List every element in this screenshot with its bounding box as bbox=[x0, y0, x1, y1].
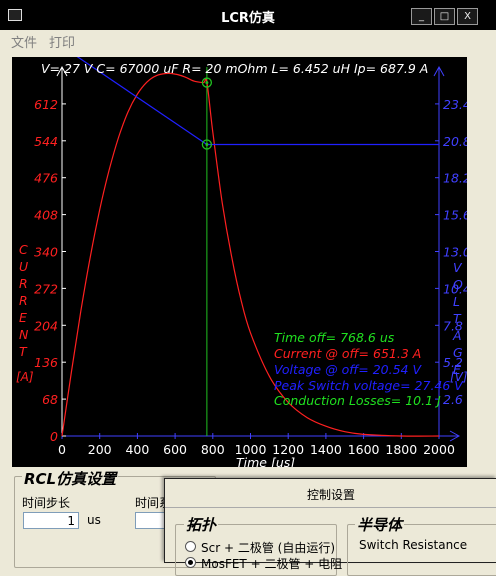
voltage-off-marker bbox=[201, 139, 213, 150]
menu-print[interactable]: 打印 bbox=[49, 36, 76, 51]
dialog-title-bar[interactable]: 控制设置 bbox=[165, 479, 496, 508]
topology-radio-scr[interactable] bbox=[185, 541, 196, 552]
menu-bar: 文件 打印 bbox=[0, 30, 496, 52]
left-tick-label: 340 bbox=[34, 245, 58, 260]
x-tick-label: 1400 bbox=[310, 442, 342, 457]
x-tick-label: 600 bbox=[163, 442, 187, 457]
x-tick-label: 0 bbox=[58, 442, 66, 457]
plot-header: V= 27 V C= 67000 uF R= 20 mOhm L= 6.452 … bbox=[41, 61, 428, 76]
left-tick-label: 136 bbox=[34, 355, 58, 370]
window-title: LCR仿真 bbox=[221, 11, 275, 26]
x-tick-label: 2000 bbox=[423, 442, 455, 457]
time-step-unit: us bbox=[87, 513, 101, 527]
current-axis-letter: C bbox=[19, 242, 28, 257]
plot-tick-labels: 0 200 400 600 800 1000 1200 1400 1600 1800 2000 0 68… bbox=[34, 97, 467, 457]
rcl-settings-title: RCL仿真设置 bbox=[22, 468, 119, 489]
right-tick-label: 15.6 bbox=[443, 208, 467, 223]
topology-option-mosfet[interactable]: MosFET + 二极管 + 电阻 bbox=[201, 557, 343, 571]
right-tick-label: 20.8 bbox=[443, 134, 467, 149]
left-tick-label: 476 bbox=[34, 171, 58, 186]
x-tick-label: 400 bbox=[125, 442, 149, 457]
left-tick-label: 0 bbox=[50, 429, 58, 444]
time-step-label: 时间步长 bbox=[22, 496, 71, 510]
annotation-peak-switch: Peak Switch voltage= 27.46 V bbox=[274, 378, 464, 393]
simulation-plot: 0 200 400 600 800 1000 1200 1400 1600 1800 2000 0 68… bbox=[12, 57, 467, 467]
minimize-button[interactable]: _ bbox=[411, 8, 432, 25]
switch-resistance-label: Switch Resistance bbox=[359, 538, 468, 552]
current-off-marker bbox=[201, 77, 213, 88]
voltage-unit-label: [V] bbox=[450, 370, 467, 384]
x-tick-label: 1600 bbox=[348, 442, 380, 457]
dialog-title: 控制设置 bbox=[306, 488, 355, 502]
left-tick-label: 272 bbox=[34, 281, 58, 296]
voltage-axis-letter: A bbox=[452, 328, 462, 343]
current-axis-letter: T bbox=[19, 344, 28, 359]
current-axis-letter: R bbox=[19, 276, 28, 291]
voltage-axis-letter: O bbox=[453, 277, 463, 292]
app-icon[interactable] bbox=[8, 9, 22, 21]
x-tick-label: 1800 bbox=[385, 442, 417, 457]
right-tick-label: 2.6 bbox=[443, 392, 463, 407]
current-axis-letter: U bbox=[19, 259, 28, 274]
plot-canvas: 0 200 400 600 800 1000 1200 1400 1600 1800 2000 0 68… bbox=[16, 57, 467, 467]
right-tick-label: 13.0 bbox=[443, 245, 467, 260]
voltage-axis-letter: L bbox=[453, 294, 460, 309]
voltage-axis-letter: V bbox=[453, 260, 463, 275]
time-step-input[interactable] bbox=[23, 512, 79, 529]
left-tick-label: 612 bbox=[34, 97, 58, 112]
right-tick-label: 7.8 bbox=[443, 318, 463, 333]
right-axis-arrow bbox=[433, 65, 445, 77]
current-unit-label: [A] bbox=[16, 370, 34, 384]
close-button[interactable]: X bbox=[457, 8, 478, 25]
plot-markers bbox=[201, 77, 213, 150]
title-bar: LCR仿真 _ □ X bbox=[0, 0, 496, 30]
topology-option-scr[interactable]: Scr + 二极管 (自由运行) bbox=[201, 541, 336, 555]
left-tick-label: 408 bbox=[34, 208, 58, 223]
topology-title: 拓扑 bbox=[184, 514, 219, 535]
x-tick-label: 1000 bbox=[235, 442, 267, 457]
topology-radio-mosfet[interactable] bbox=[185, 557, 196, 568]
current-off-marker-dot bbox=[205, 81, 209, 85]
annotation-losses: Conduction Losses= 10.1 J bbox=[274, 393, 441, 408]
total-time-label: 时间系 bbox=[135, 496, 172, 510]
annotation-voltage-off: Voltage @ off= 20.54 V bbox=[274, 362, 422, 377]
menu-file[interactable]: 文件 bbox=[11, 36, 38, 51]
x-tick-label: 1200 bbox=[272, 442, 304, 457]
left-tick-label: 544 bbox=[34, 134, 58, 149]
annotation-time-off: Time off= 768.6 us bbox=[274, 330, 395, 345]
right-tick-label: 5.2 bbox=[443, 355, 463, 370]
x-axis-label: Time [us] bbox=[236, 455, 295, 467]
voltage-axis-letter: T bbox=[453, 311, 462, 326]
semiconductor-title: 半导体 bbox=[355, 514, 405, 535]
left-axis-arrow bbox=[56, 65, 68, 77]
x-tick-label: 800 bbox=[201, 442, 225, 457]
left-tick-label: 68 bbox=[42, 392, 58, 407]
left-tick-label: 204 bbox=[34, 318, 58, 333]
current-axis-letter: N bbox=[19, 327, 29, 342]
right-tick-label: 23.4 bbox=[443, 97, 467, 112]
current-axis-letter: E bbox=[19, 310, 27, 325]
voltage-off-marker-dot bbox=[205, 142, 209, 146]
voltage-axis-letter: G bbox=[453, 345, 463, 360]
right-tick-label: 10.4 bbox=[443, 281, 467, 296]
control-settings-dialog: 控制设置 拓扑 Scr + 二极管 (自由运行) MosFET + 二极管 + … bbox=[164, 478, 496, 576]
right-tick-label: 18.2 bbox=[443, 171, 467, 186]
maximize-button[interactable]: □ bbox=[434, 8, 455, 25]
x-axis-arrow bbox=[449, 430, 461, 442]
current-axis-letter: R bbox=[19, 293, 28, 308]
voltage-axis-letter: E bbox=[453, 362, 461, 377]
x-tick-label: 200 bbox=[88, 442, 112, 457]
annotation-current-off: Current @ off= 651.3 A bbox=[274, 346, 421, 361]
current-curve bbox=[61, 72, 440, 437]
